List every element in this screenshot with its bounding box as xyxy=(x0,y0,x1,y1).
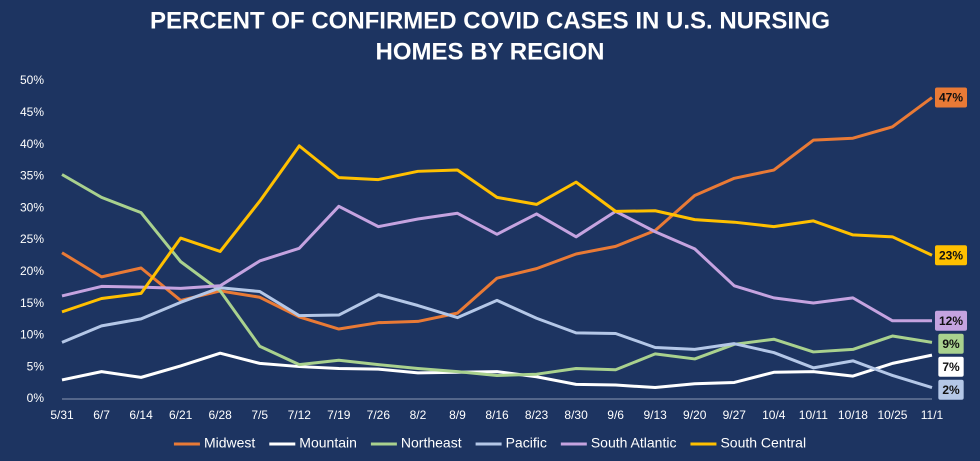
series-line xyxy=(61,286,933,389)
series-line xyxy=(61,351,933,390)
x-tick-label: 5/31 xyxy=(50,408,74,422)
value-label: 47% xyxy=(939,91,963,105)
x-tick-label: 7/26 xyxy=(367,408,391,422)
value-label: 9% xyxy=(942,337,960,351)
end-label-box xyxy=(934,245,968,266)
x-tick-label: 8/9 xyxy=(449,408,466,422)
y-tick-label: 50% xyxy=(20,73,44,87)
chart-title: PERCENT OF CONFIRMED COVID CASES IN U.S.… xyxy=(150,7,830,34)
end-label: 9% xyxy=(938,333,964,354)
x-tick-label: 7/12 xyxy=(288,408,312,422)
end-label-box xyxy=(934,87,968,108)
y-tick-label: 40% xyxy=(20,137,44,151)
end-label-box xyxy=(934,310,968,331)
x-tick-label: 6/21 xyxy=(169,408,193,422)
legend-label: Mountain xyxy=(299,435,357,451)
x-tick-label: 9/20 xyxy=(683,408,707,422)
end-label-box xyxy=(938,379,964,400)
end-label: 2% xyxy=(938,379,964,400)
y-tick-label: 30% xyxy=(20,200,44,214)
legend-label: South Atlantic xyxy=(591,435,677,451)
y-tick-label: 15% xyxy=(20,296,44,310)
end-label: 7% xyxy=(938,356,964,377)
x-tick-label: 7/19 xyxy=(327,408,351,422)
end-label-box xyxy=(938,356,964,377)
series-line xyxy=(61,96,933,331)
legend-label: Northeast xyxy=(401,435,462,451)
x-tick-label: 9/6 xyxy=(607,408,624,422)
value-label: 2% xyxy=(942,383,960,397)
x-tick-label: 10/18 xyxy=(838,408,868,422)
legend-label: South Central xyxy=(720,435,806,451)
y-tick-label: 35% xyxy=(20,169,44,183)
series-line xyxy=(61,204,932,323)
value-label: 23% xyxy=(939,248,963,262)
end-label: 47% xyxy=(934,87,968,108)
legend: Midwest Mountain Northeast Pacific South Atl… xyxy=(173,435,806,451)
y-tick-label: 5% xyxy=(27,359,45,373)
x-tick-label: 6/14 xyxy=(129,408,153,422)
x-tick-label: 10/25 xyxy=(877,408,907,422)
x-tick-label: 8/2 xyxy=(410,408,427,422)
chart-title: HOMES BY REGION xyxy=(376,38,605,65)
y-tick-label: 45% xyxy=(20,105,44,119)
value-label: 12% xyxy=(939,314,963,328)
y-tick-label: 0% xyxy=(27,391,45,405)
x-tick-label: 11/1 xyxy=(921,408,944,422)
end-label-box xyxy=(938,333,964,354)
x-tick-label: 6/7 xyxy=(93,408,110,422)
series-line xyxy=(61,173,933,377)
y-tick-label: 20% xyxy=(20,264,44,278)
end-label: 12% xyxy=(934,310,968,331)
x-tick-label: 10/4 xyxy=(762,408,786,422)
legend-label: Midwest xyxy=(204,435,255,451)
series-line xyxy=(61,144,933,314)
x-tick-label: 8/30 xyxy=(564,408,588,422)
x-tick-label: 6/28 xyxy=(209,408,233,422)
x-tick-label: 7/5 xyxy=(251,408,268,422)
x-tick-label: 9/13 xyxy=(644,408,668,422)
end-label: 23% xyxy=(934,245,968,266)
y-tick-label: 25% xyxy=(20,232,44,246)
x-tick-label: 8/16 xyxy=(485,408,509,422)
x-tick-label: 10/11 xyxy=(799,408,828,422)
value-label: 7% xyxy=(942,360,960,374)
legend-label: Pacific xyxy=(506,435,547,451)
y-tick-label: 10% xyxy=(20,328,44,342)
x-tick-label: 9/27 xyxy=(723,408,747,422)
x-tick-label: 8/23 xyxy=(525,408,549,422)
